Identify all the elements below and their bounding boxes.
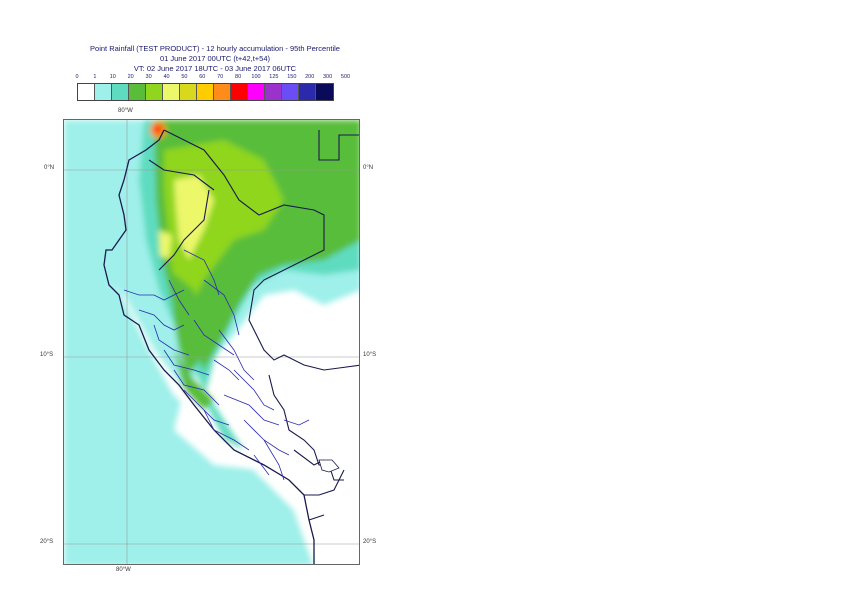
lat-label-left-0: 0°N	[44, 165, 55, 171]
coastline	[103, 129, 315, 564]
legend-label: 20	[127, 74, 134, 80]
graticule	[64, 120, 359, 564]
legend-swatch	[180, 84, 197, 100]
rain-zone-yellow-2	[159, 230, 172, 260]
lake-titicaca	[318, 459, 340, 473]
lat-label-right-10: 10°S	[363, 352, 377, 358]
legend-label: 300	[323, 74, 333, 80]
legend-label: 70	[217, 74, 224, 80]
legend-labels: 0 1 10 20 30 40 50 60 70 80 100 125 150 200 300 500	[70, 74, 360, 84]
rain-zone-andes	[169, 270, 204, 375]
rainfall-field	[64, 120, 359, 564]
legend-label: 40	[163, 74, 170, 80]
legend-label: 1	[93, 74, 97, 80]
regional-boundaries	[123, 249, 310, 481]
legend-swatch	[95, 84, 112, 100]
legend-swatch	[112, 84, 129, 100]
map-title: Point Rainfall (TEST PRODUCT) - 12 hourl…	[90, 44, 340, 53]
legend-swatch	[78, 84, 95, 100]
legend-label: 100	[251, 74, 261, 80]
map-canvas	[64, 120, 359, 564]
rain-zone-yellow	[174, 175, 214, 260]
legend-swatch	[299, 84, 316, 100]
dry-coast	[104, 280, 359, 564]
lat-label-right-20: 20°S	[363, 539, 377, 545]
legend-swatch	[248, 84, 265, 100]
rain-zone-andes-2	[174, 350, 214, 410]
legend-label: 125	[269, 74, 279, 80]
legend-swatch	[265, 84, 282, 100]
legend-label: 30	[145, 74, 152, 80]
lon-label-top: 80°W	[118, 108, 133, 114]
map-run-time: 01 June 2017 00UTC (t+42,t+54)	[159, 54, 271, 63]
legend-label: 500	[340, 74, 351, 80]
legend-swatch	[146, 84, 163, 100]
rainfall-map	[63, 119, 360, 565]
lat-label-left-20: 20°S	[40, 539, 54, 545]
legend-label: 150	[287, 74, 297, 80]
legend-swatch	[163, 84, 180, 100]
legend-label: 50	[181, 74, 188, 80]
legend-swatch	[197, 84, 214, 100]
legend-swatch	[214, 84, 231, 100]
lon-label-bottom: 80°W	[116, 567, 131, 573]
legend-label: 200	[305, 74, 315, 80]
map-valid-time: VT: 02 June 2017 18UTC - 03 June 2017 06…	[133, 64, 297, 73]
legend-colorbar	[77, 83, 334, 101]
legend-swatch	[282, 84, 299, 100]
legend-swatch	[316, 84, 333, 100]
legend-swatch	[129, 84, 146, 100]
legend-label: 60	[199, 74, 206, 80]
legend-swatch	[231, 84, 248, 100]
legend-label: 0	[75, 74, 79, 80]
legend-label: 80	[235, 74, 242, 80]
lat-label-right-0: 0°N	[363, 165, 374, 171]
legend-label: 10	[109, 74, 116, 80]
dry-east	[264, 365, 359, 465]
lat-label-left-10: 10°S	[40, 352, 54, 358]
rain-hotspot-core	[154, 125, 162, 133]
